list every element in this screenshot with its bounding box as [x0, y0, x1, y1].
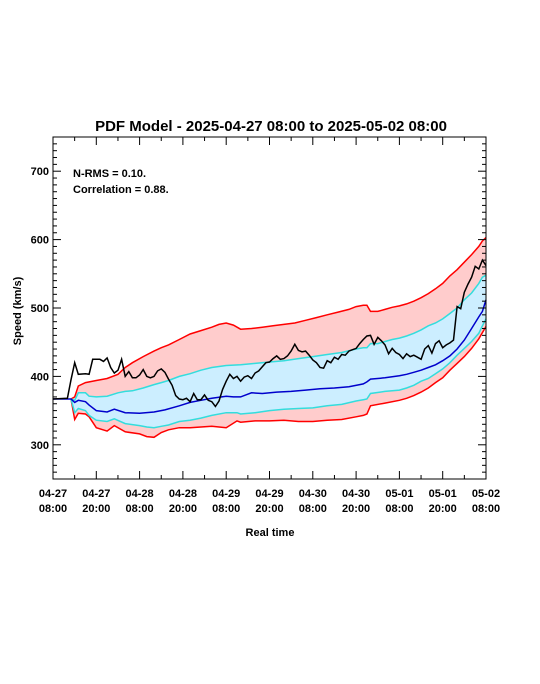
x-tick-label: 04-29 08:00 [212, 488, 240, 515]
plot-area [52, 236, 487, 439]
y-axis-label: Speed (km/s) [12, 276, 24, 345]
x-tick-label: 04-29 20:00 [255, 488, 283, 515]
x-tick-label: 04-27 08:00 [39, 488, 67, 515]
observed-speed-line [52, 258, 487, 408]
x-axis-ticks: 04-27 08:00 04-27 20:00 04-28 08:00 04-28 20:00… [39, 137, 500, 515]
y-tick-label: 700 [31, 166, 49, 178]
y-tick-label: 500 [31, 303, 49, 315]
y-axis-ticks: 300 400 500 600 700 [31, 136, 486, 480]
y-tick-label: 300 [31, 440, 49, 452]
y-tick-label: 400 [31, 371, 49, 383]
inner-band-fill [71, 275, 486, 428]
y-tick-label: 600 [31, 235, 49, 247]
x-axis-label: Real time [246, 527, 295, 539]
x-tick-label: 04-28 08:00 [126, 488, 154, 515]
x-tick-label: 04-28 20:00 [169, 488, 197, 515]
correlation-annotation: Correlation = 0.88. [73, 184, 169, 196]
lower-outer-bound-line [70, 326, 487, 439]
x-tick-label: 04-27 20:00 [82, 488, 110, 515]
nrms-annotation: N-RMS = 0.10. [73, 168, 146, 180]
x-tick-label: 04-30 20:00 [342, 488, 370, 515]
x-tick-label: 05-01 08:00 [385, 488, 413, 515]
x-tick-label: 05-02 08:00 [472, 488, 500, 515]
chart-title: PDF Model - 2025-04-27 08:00 to 2025-05-… [95, 118, 447, 135]
x-tick-label: 05-01 20:00 [429, 488, 457, 515]
x-tick-label: 04-30 08:00 [299, 488, 327, 515]
upper-inner-bound-line [70, 274, 487, 402]
upper-outer-bound-line [70, 236, 487, 400]
median-line [53, 299, 487, 415]
lower-inner-bound-line [70, 318, 487, 429]
